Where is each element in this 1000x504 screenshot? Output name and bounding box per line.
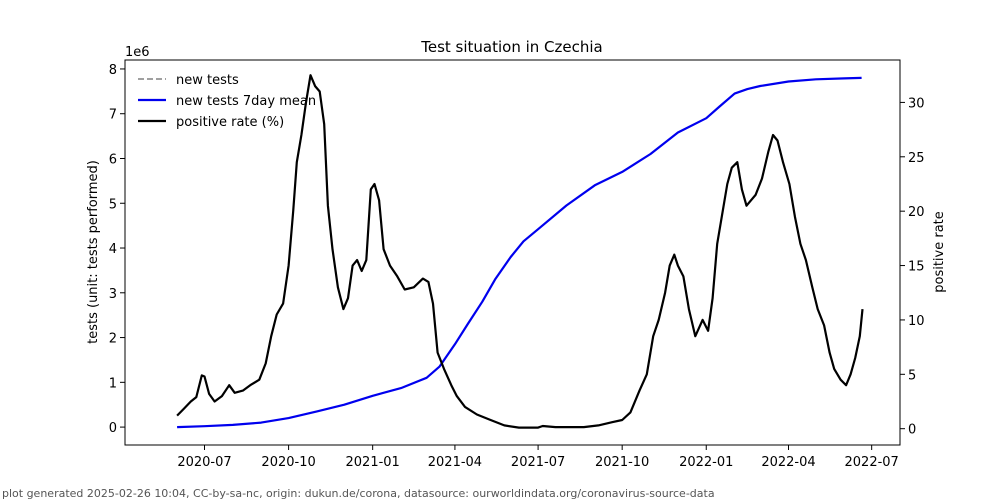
right-y-tick-label: 25 [908, 151, 925, 166]
right-y-tick-label: 0 [908, 423, 916, 438]
series-layer [176, 74, 864, 429]
x-tick-label: 2020-10 [261, 455, 315, 470]
x-tick-label: 2022-04 [761, 455, 815, 470]
legend: new tests new tests 7day mean positive rat… [138, 73, 316, 130]
right-y-tick-label: 30 [908, 96, 925, 111]
right-y-tick-label: 20 [908, 205, 925, 220]
chart-title: Test situation in Czechia [420, 38, 603, 56]
x-tick-label: 2021-10 [595, 455, 649, 470]
footer-note: plot generated 2025-02-26 10:04, CC-by-s… [2, 487, 715, 500]
left-axis-label: tests (unit: tests performed) [86, 160, 101, 344]
right-axis-label: positive rate [932, 211, 947, 293]
x-tick-label: 2021-01 [346, 455, 400, 470]
x-tick-label: 2022-01 [679, 455, 733, 470]
left-y-tick-label: 0 [109, 421, 117, 436]
left-y-tick-label: 4 [109, 242, 117, 257]
left-y-tick-label: 3 [109, 287, 117, 302]
right-y-tick-label: 10 [908, 314, 925, 329]
left-y-tick-label: 8 [109, 63, 117, 78]
legend-label: new tests 7day mean [176, 94, 316, 109]
left-y-tick-label: 2 [109, 332, 117, 347]
right-y-axis: 0 5 10 15 20 25 30 [900, 96, 925, 438]
left-y-axis: 0 1 2 3 4 5 6 7 8 [109, 63, 125, 436]
right-y-tick-label: 15 [908, 260, 925, 275]
left-y-tick-label: 7 [109, 108, 117, 123]
x-tick-label: 2022-07 [845, 455, 899, 470]
x-tick-label: 2021-04 [428, 455, 482, 470]
plot-area [124, 59, 901, 446]
series-line-0 [177, 76, 862, 429]
x-tick-label: 2020-07 [177, 455, 231, 470]
legend-label: positive rate (%) [176, 115, 284, 130]
right-y-tick-label: 5 [908, 368, 916, 383]
x-tick-label: 2021-07 [511, 455, 565, 470]
plot-frame [124, 59, 901, 446]
x-axis: 2020-07 2020-10 2021-01 2021-04 2021-07 2021-… [177, 445, 899, 470]
left-y-tick-label: 6 [109, 152, 117, 167]
left-y-tick-label: 5 [109, 197, 117, 212]
legend-label: new tests [176, 73, 239, 88]
series-line-1 [176, 74, 864, 429]
left-axis-multiplier: 1e6 [125, 45, 150, 60]
left-y-tick-label: 1 [109, 376, 117, 391]
